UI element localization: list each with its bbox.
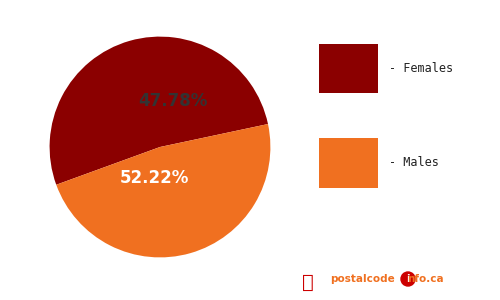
Circle shape [401,272,415,286]
Text: - Females: - Females [389,62,453,75]
Text: 52.22%: 52.22% [120,169,189,187]
Text: nfo.ca: nfo.ca [408,274,444,284]
FancyBboxPatch shape [318,138,378,188]
Text: i: i [406,274,410,284]
FancyBboxPatch shape [318,44,378,93]
Text: 🍁: 🍁 [302,272,314,292]
Wedge shape [56,124,270,257]
Text: - Males: - Males [389,156,439,169]
Wedge shape [50,37,268,185]
Text: 47.78%: 47.78% [138,92,208,110]
Text: postalcode: postalcode [330,274,395,284]
